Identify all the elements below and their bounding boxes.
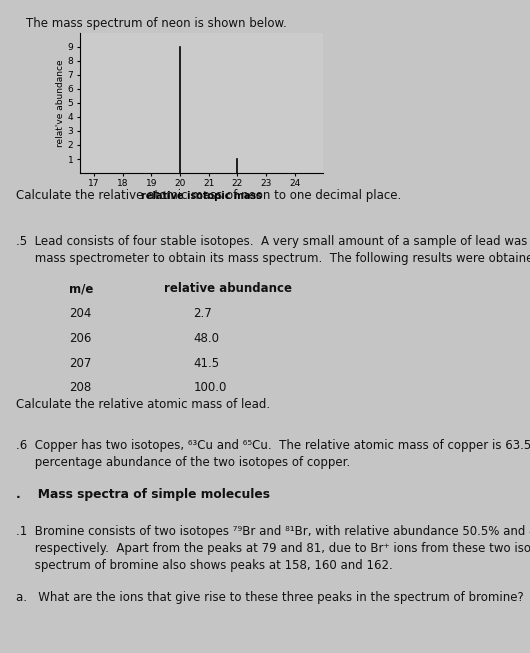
X-axis label: relative isotopic mass: relative isotopic mass xyxy=(141,191,262,201)
Text: 204: 204 xyxy=(69,307,91,320)
Text: .6  Copper has two isotopes, ⁶³Cu and ⁶⁵Cu.  The relative atomic mass of copper : .6 Copper has two isotopes, ⁶³Cu and ⁶⁵C… xyxy=(16,439,530,469)
Text: .    Mass spectra of simple molecules: . Mass spectra of simple molecules xyxy=(16,488,270,502)
Text: 208: 208 xyxy=(69,381,91,394)
Text: The mass spectrum of neon is shown below.: The mass spectrum of neon is shown below… xyxy=(26,17,287,30)
Text: Calculate the relative atomic mass of neon to one decimal place.: Calculate the relative atomic mass of ne… xyxy=(16,189,401,202)
Text: a.   What are the ions that give rise to these three peaks in the spectrum of br: a. What are the ions that give rise to t… xyxy=(16,591,524,604)
Text: 207: 207 xyxy=(69,357,91,370)
Text: .1  Bromine consists of two isotopes ⁷⁹Br and ⁸¹Br, with relative abundance 50.5: .1 Bromine consists of two isotopes ⁷⁹Br… xyxy=(16,525,530,572)
Text: 41.5: 41.5 xyxy=(193,357,219,370)
Text: 100.0: 100.0 xyxy=(193,381,227,394)
Text: relative abundance: relative abundance xyxy=(164,282,293,295)
Text: .5  Lead consists of four stable isotopes.  A very small amount of a sample of l: .5 Lead consists of four stable isotopes… xyxy=(16,235,530,265)
Y-axis label: relat've abundance: relat've abundance xyxy=(56,59,65,147)
Text: Calculate the relative atomic mass of lead.: Calculate the relative atomic mass of le… xyxy=(16,398,270,411)
Text: 206: 206 xyxy=(69,332,91,345)
Text: m/e: m/e xyxy=(69,282,93,295)
Text: 2.7: 2.7 xyxy=(193,307,212,320)
Text: 48.0: 48.0 xyxy=(193,332,219,345)
